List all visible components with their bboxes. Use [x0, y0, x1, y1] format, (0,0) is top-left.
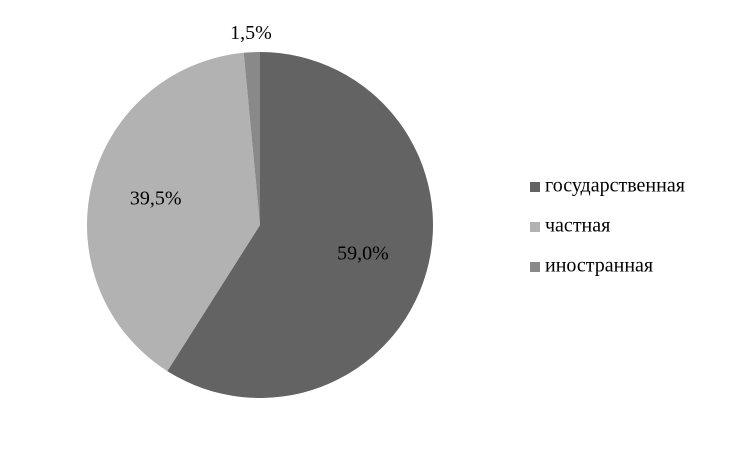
- legend-label: государственная: [545, 175, 685, 197]
- legend-label: иностранная: [545, 255, 653, 277]
- pie-slice: [167, 52, 433, 399]
- legend-swatch: [530, 222, 540, 232]
- data-label: 1,5%: [230, 22, 272, 44]
- legend-swatch: [530, 182, 540, 192]
- pie-slice: [243, 52, 260, 225]
- legend-swatch: [530, 262, 540, 272]
- pie-slice: [87, 52, 260, 372]
- legend-label: частная: [545, 215, 610, 237]
- data-label: 59,0%: [337, 243, 389, 265]
- data-label: 39,5%: [130, 188, 182, 210]
